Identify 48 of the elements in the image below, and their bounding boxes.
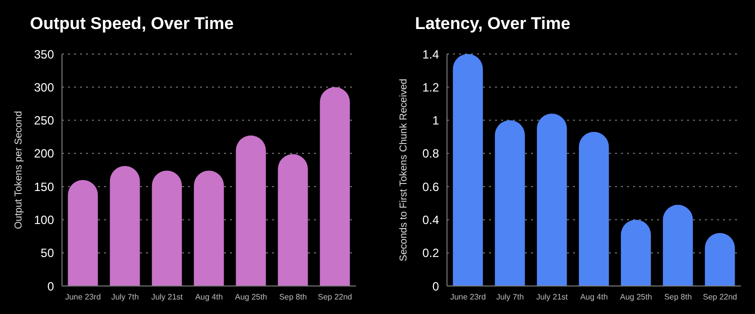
x-tick-label: July 7th (111, 292, 139, 302)
bar (578, 132, 609, 286)
y-tick-label: 350 (34, 47, 54, 62)
x-tick-label: Sep 22nd (318, 292, 352, 302)
x-tick-label: Aug 25th (620, 292, 652, 302)
bar (620, 220, 651, 286)
y-tick-label: 200 (34, 146, 54, 161)
x-tick-label: July 21st (536, 292, 569, 302)
bar (494, 120, 525, 286)
x-tick-label: July 7th (496, 292, 524, 302)
y-tick-label: 150 (34, 180, 54, 194)
y-tick-label: 50 (40, 246, 54, 260)
y-tick-label: 100 (34, 212, 54, 227)
y-tick-label: 0.8 (422, 146, 440, 161)
y-tick-label: 300 (34, 80, 54, 94)
bar (452, 54, 483, 286)
bar (662, 204, 693, 286)
chart-title: Latency, Over Time (415, 14, 570, 34)
bar (236, 136, 266, 286)
y-tick-label: 0.6 (422, 180, 440, 194)
y-tick-label: 1.4 (422, 47, 440, 62)
x-tick-label: Sep 8th (664, 292, 692, 302)
y-tick-label: 0 (47, 279, 54, 294)
y-axis-title: Seconds to First Tokens Chunk Received (398, 78, 410, 262)
x-tick-label: July 21st (151, 292, 184, 302)
y-tick-label: 0.4 (422, 212, 440, 227)
bar (278, 154, 308, 286)
y-tick-label: 1.2 (422, 80, 440, 94)
y-tick-label: 250 (34, 114, 54, 128)
x-tick-label: Sep 8th (279, 292, 307, 302)
x-tick-label: Aug 25th (234, 292, 268, 302)
y-axis-title: Output Tokens per Second (14, 110, 25, 230)
bar (152, 170, 182, 286)
bar (110, 166, 140, 286)
x-tick-label: Aug 4th (195, 292, 223, 302)
y-tick-label: 1 (432, 114, 440, 128)
x-tick-label: June 23rd (450, 292, 486, 302)
bar (536, 114, 567, 286)
x-tick-label: June 23rd (65, 292, 101, 302)
bar (704, 232, 735, 286)
x-tick-label: Aug 4th (580, 292, 608, 302)
bar (194, 170, 224, 286)
x-tick-label: Sep 22nd (702, 292, 738, 302)
y-tick-label: 0 (432, 279, 440, 294)
bar (320, 87, 350, 286)
y-tick-label: 0.2 (422, 246, 440, 260)
chart-title: Output Speed, Over Time (30, 14, 234, 34)
bar (68, 180, 98, 286)
